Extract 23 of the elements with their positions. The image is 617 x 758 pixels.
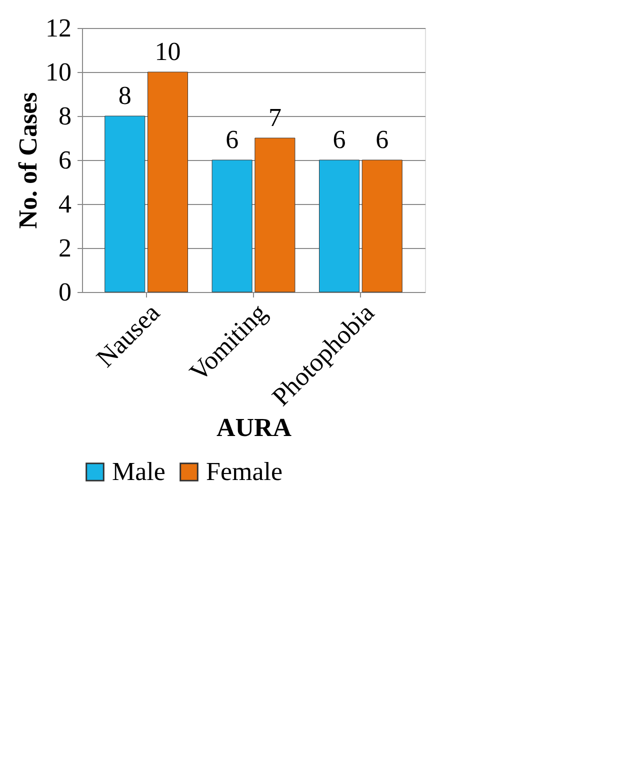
y-axis-title: No. of Cases bbox=[14, 92, 42, 229]
data-label: 6 bbox=[226, 125, 239, 154]
data-label: 10 bbox=[154, 37, 181, 66]
y-tick-label: 2 bbox=[58, 234, 72, 262]
x-axis-title: AURA bbox=[216, 412, 292, 442]
bar bbox=[148, 72, 188, 292]
y-tick-label: 4 bbox=[58, 190, 72, 218]
y-tick-label: 8 bbox=[58, 102, 72, 130]
y-tick-label: 12 bbox=[46, 14, 72, 42]
bar bbox=[362, 160, 402, 292]
y-tick-label: 6 bbox=[58, 146, 72, 174]
legend-label: Male bbox=[112, 457, 166, 486]
data-label: 6 bbox=[376, 125, 389, 154]
data-label: 7 bbox=[268, 103, 282, 132]
bar bbox=[319, 160, 360, 292]
data-label: 8 bbox=[118, 81, 132, 110]
y-tick-label: 0 bbox=[58, 278, 72, 306]
bar bbox=[212, 160, 252, 292]
data-label: 6 bbox=[332, 125, 346, 154]
bar bbox=[254, 138, 296, 292]
legend-label: Female bbox=[206, 457, 283, 486]
y-tick-label: 10 bbox=[46, 58, 72, 86]
bar bbox=[104, 116, 146, 292]
